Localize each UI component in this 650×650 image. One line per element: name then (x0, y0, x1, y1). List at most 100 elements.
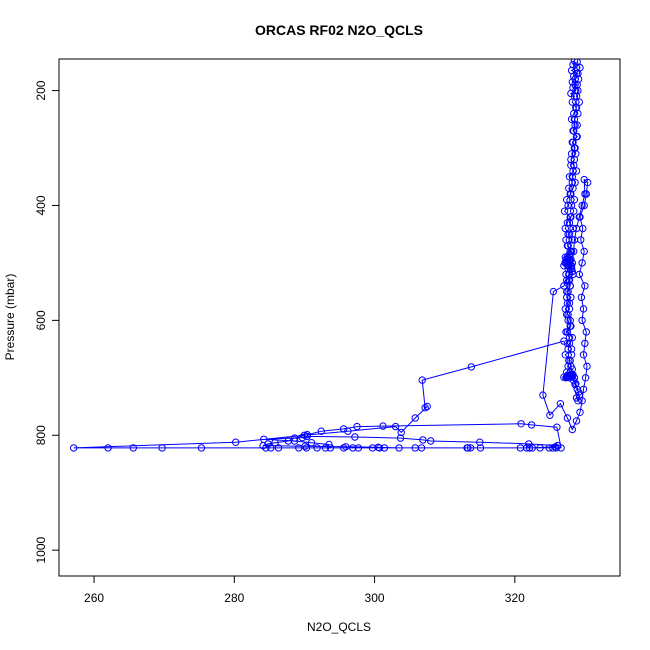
data-point (317, 427, 325, 435)
data-point (578, 259, 586, 267)
data-point (397, 428, 405, 437)
data-point (104, 444, 112, 452)
series-layer (70, 59, 592, 452)
data-point (579, 305, 588, 313)
data-point (570, 155, 579, 164)
data-point (344, 427, 352, 435)
data-point (563, 287, 571, 296)
data-point (567, 345, 576, 353)
data-point (568, 98, 576, 106)
series-line (73, 340, 565, 449)
data-point (523, 444, 531, 452)
data-point (353, 422, 361, 431)
data-point (567, 150, 576, 158)
data-point (575, 213, 583, 221)
data-point (562, 328, 570, 336)
y-tick-label: 800 (34, 425, 48, 445)
data-point (553, 441, 562, 450)
data-point (70, 444, 78, 452)
data-point (379, 422, 387, 430)
data-point (290, 437, 299, 445)
data-point (565, 230, 574, 238)
data-point (349, 444, 357, 452)
data-point (575, 270, 583, 279)
data-point (463, 444, 471, 452)
data-point (568, 333, 576, 342)
data-point (423, 402, 431, 411)
data-point (573, 121, 581, 129)
data-point (567, 115, 576, 124)
x-axis-label: N2O_QCLS (307, 620, 371, 634)
data-point (325, 440, 333, 449)
data-point (583, 362, 591, 370)
data-point (298, 433, 306, 442)
data-point (570, 161, 578, 170)
data-point (582, 328, 590, 336)
data-point (581, 190, 589, 198)
data-point (536, 444, 544, 452)
data-point (351, 433, 359, 441)
y-axis-label: Pressure (mbar) (3, 274, 17, 361)
data-point (563, 414, 572, 422)
data-point (562, 236, 570, 244)
data-point (566, 356, 574, 365)
data-point (391, 422, 400, 431)
data-point (572, 132, 581, 141)
data-point (571, 381, 579, 389)
data-point (476, 444, 485, 452)
data-point (569, 138, 577, 147)
data-point (466, 444, 475, 452)
data-point (158, 444, 166, 452)
data-point (570, 196, 579, 204)
data-point (562, 270, 570, 279)
data-point (566, 316, 574, 325)
data-point (565, 258, 573, 266)
data-point (264, 440, 272, 448)
data-point (572, 167, 581, 175)
data-point (567, 161, 575, 170)
data-point (579, 351, 588, 359)
data-point (572, 104, 580, 112)
plot-frame (58, 58, 621, 577)
data-point (580, 247, 588, 256)
data-point (568, 178, 576, 187)
data-point (553, 423, 561, 431)
data-point (303, 432, 311, 441)
data-point (565, 276, 573, 284)
x-tick-label: 300 (365, 591, 385, 605)
data-point (565, 184, 573, 193)
data-point (578, 397, 586, 405)
data-point (572, 224, 581, 233)
y-tick-label: 400 (34, 195, 48, 215)
data-point (326, 444, 335, 452)
data-point (374, 443, 382, 451)
data-point (581, 339, 589, 348)
data-point (574, 86, 582, 95)
y-tick-label: 200 (34, 80, 48, 100)
data-point (418, 376, 426, 384)
data-point (567, 247, 576, 256)
data-point (197, 444, 206, 452)
data-point (546, 411, 554, 419)
data-point (368, 444, 377, 452)
data-point (565, 333, 574, 342)
data-point (476, 438, 484, 446)
data-point (563, 219, 572, 227)
data-point (271, 439, 279, 447)
data-point (467, 363, 475, 371)
data-point (580, 175, 588, 184)
data-point (563, 276, 571, 284)
x-tick-label: 260 (84, 591, 104, 605)
plot-area: 260 280 300 320 200 400 600 800 1000 (34, 58, 621, 605)
data-point (565, 219, 574, 227)
data-point (560, 282, 568, 290)
y-tick-label: 1000 (34, 536, 48, 563)
data-point (578, 201, 586, 210)
data-point (560, 337, 568, 345)
data-point (572, 69, 581, 78)
data-point (396, 434, 405, 442)
data-point (274, 444, 283, 452)
data-point (419, 436, 427, 444)
data-point (563, 293, 571, 302)
